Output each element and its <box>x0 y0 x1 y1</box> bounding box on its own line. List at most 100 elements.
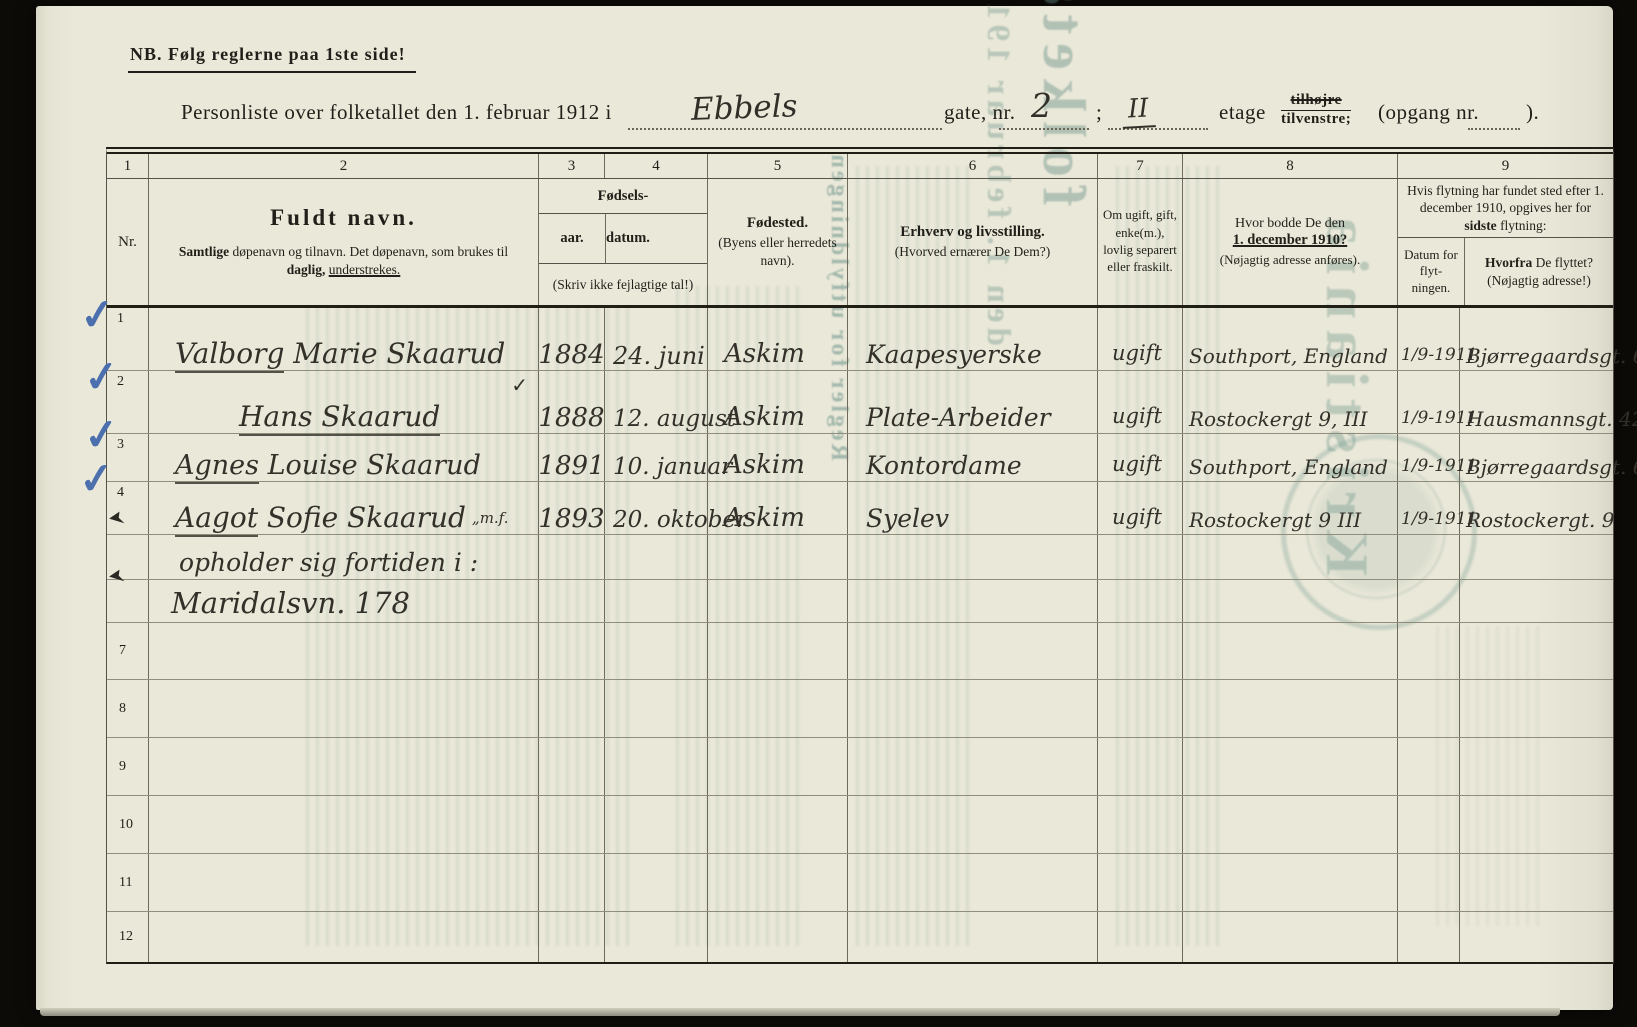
cell-birth-date: 20. oktober <box>605 482 747 534</box>
cell-empty <box>848 738 1098 795</box>
cell-empty <box>1098 912 1183 962</box>
birth-year-text: 1891 <box>538 451 605 481</box>
header-full-name-sub: Samtlige døpenavn og tilnavn. Det døpena… <box>169 243 519 279</box>
header-samtlige: Samtlige <box>178 243 230 259</box>
separator-semicolon: ; <box>1096 100 1103 124</box>
cell-residence-1910: Southport, England <box>1183 434 1398 481</box>
pen-tick-icon: ✓ <box>511 373 528 397</box>
cell-empty <box>1098 796 1183 853</box>
name-first: Valborg <box>175 337 285 373</box>
row-number-text: 12 <box>119 929 133 944</box>
header-moving-title: Hvis flytning har fundet sted efter 1. d… <box>1398 179 1613 238</box>
cell-empty <box>1183 912 1398 962</box>
cell-moved-from: Bjørregaardsgt. 66 <box>1460 308 1637 370</box>
table-row: Maridalsvn. 178 <box>107 580 1613 623</box>
cell-empty <box>605 680 708 737</box>
cell-empty <box>708 623 848 679</box>
row-number-text: 8 <box>119 700 126 716</box>
cell-marital: ugift <box>1098 308 1183 370</box>
cell-empty <box>848 623 1098 679</box>
census-table: 1 2 3 4 5 6 7 8 9 Nr. Fuldt navn. Samtli… <box>106 147 1637 964</box>
cell-marital: ugift <box>1098 434 1183 481</box>
header-marital-text: Om ugift, gift, enke(m.), lovlig separer… <box>1103 208 1177 275</box>
residence-text: Southport, England <box>1189 344 1388 368</box>
cell-moved-from: Hausmannsgt. 42 <box>1460 371 1637 433</box>
col-num-5: 5 <box>708 154 848 178</box>
birthplace-text: Askim <box>724 503 805 533</box>
form-title: Personliste over folketallet den 1. febr… <box>181 100 612 124</box>
gate-nr-label: gate, nr. <box>944 100 1016 124</box>
cell-empty <box>605 796 708 853</box>
cell-empty <box>1183 796 1398 853</box>
row-number-text: 7 <box>119 643 126 658</box>
cell-empty <box>1098 738 1183 795</box>
table-header-row: Nr. Fuldt navn. Samtlige døpenavn og til… <box>107 179 1613 308</box>
cell-empty <box>1098 680 1183 737</box>
row-number: 12 <box>107 912 149 962</box>
moved-from-text: Bjørregaardsgt. 66 <box>1466 455 1637 479</box>
birth-year-text: 1884 <box>538 340 605 370</box>
cell-empty <box>539 912 605 962</box>
cell-empty <box>149 854 539 911</box>
header-hvorfra-rest: De flyttet? <box>1532 254 1593 270</box>
row-number: 9 <box>107 738 149 795</box>
cell-name: Agnes Louise Skaarud <box>149 434 539 484</box>
etage-label: etage <box>1219 100 1266 124</box>
cell-move-date: 1/9-1911 <box>1398 434 1477 481</box>
marital-text: ugift <box>1112 505 1162 529</box>
cell-birth-date: 24. juni <box>605 308 708 370</box>
row-number: 10 <box>107 796 149 853</box>
cell-empty <box>1398 912 1460 962</box>
table-row: 4 Aagot Sofie Skaarud „m.f. 1893 20. okto… <box>107 482 1614 537</box>
cell-birthplace: Askim <box>708 434 848 481</box>
nb-note: NB. Følg reglerne paa 1ste side! <box>128 44 416 73</box>
continuation-text: Maridalsvn. 178 <box>171 586 410 620</box>
header-birthplace-title: Fødested. <box>746 214 809 231</box>
table-row: 12 <box>107 912 1613 962</box>
residence-text: Rostockergt 9 III <box>1189 508 1362 532</box>
row-number-text: 2 <box>117 374 124 389</box>
cell-empty <box>708 680 848 737</box>
cell-empty <box>1398 580 1460 622</box>
col-num-3: 3 <box>539 154 605 178</box>
cell-empty <box>1183 854 1398 911</box>
occupation-text: Plate-Arbeider <box>866 403 1051 432</box>
row-number-text: 9 <box>119 758 126 774</box>
cell-birth-year: 1891 <box>538 434 605 481</box>
birth-year-text: 1893 <box>538 504 605 534</box>
cell-empty <box>539 580 605 622</box>
cell-occupation: Plate-Arbeider <box>848 371 1098 433</box>
continuation-text: opholder sig fortiden i : <box>179 548 479 577</box>
header-moving-post: flytning: <box>1496 217 1547 233</box>
residence-text: Rostockergt 9, III <box>1189 407 1368 431</box>
table-row: 9 <box>107 738 1613 796</box>
col-num-9: 9 <box>1501 157 1510 174</box>
cell-residence-1910: Rostockergt 9 III <box>1183 482 1398 534</box>
move-date-text: 1/9-1911 <box>1401 345 1478 365</box>
cell-empty <box>1098 623 1183 679</box>
birthplace-text: Askim <box>724 402 805 432</box>
name-first: Hans Skaarud <box>239 400 441 436</box>
move-date-text: 1/9-1911 <box>1401 408 1478 428</box>
blue-checkmark-row4: ✓ <box>76 455 117 505</box>
cell-birthplace: Askim <box>708 371 848 433</box>
cell-empty <box>539 680 605 737</box>
direction-tilvenstre: tilvenstre; <box>1281 111 1352 128</box>
header-moving-date: Datum for flyt- ningen. <box>1398 238 1465 305</box>
cell-moved-from: Bjørregaardsgt. 66 <box>1460 434 1637 481</box>
cell-empty <box>848 854 1098 911</box>
table-row: 11 <box>107 854 1613 912</box>
row-number-text: 10 <box>119 816 133 832</box>
table-row: 1 Valborg Marie Skaarud 1884 24. juni As… <box>107 308 1637 373</box>
header-occupation: Erhverv og livsstilling. (Hvorved ernære… <box>848 179 1098 305</box>
house-number-handwritten: 2 <box>1031 86 1052 125</box>
house-number-dotted-line <box>999 128 1089 130</box>
name-rest: Sofie Skaarud <box>257 501 466 534</box>
cell-empty <box>708 580 848 622</box>
row-number: 3 <box>107 434 149 481</box>
cell-empty <box>1398 535 1460 579</box>
name-rest: Louise Skaarud <box>259 450 481 481</box>
table-row: opholder sig fortiden i : <box>107 535 1613 580</box>
cell-empty <box>605 738 708 795</box>
birth-date-text: 12. august <box>613 406 736 432</box>
